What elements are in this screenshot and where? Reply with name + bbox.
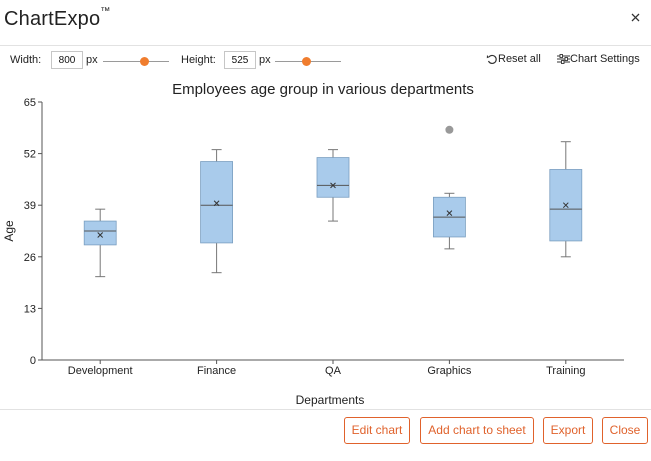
box-development xyxy=(83,208,117,278)
reset-icon xyxy=(486,53,498,65)
x-tick-label: Development xyxy=(68,365,133,377)
chart-settings-label: Chart Settings xyxy=(570,53,640,65)
box-plot-chart: Employees age group in various departmen… xyxy=(2,81,624,407)
box-training xyxy=(549,141,583,258)
box-graphics xyxy=(432,125,466,250)
mean-marker xyxy=(562,202,569,209)
y-tick-label: 39 xyxy=(24,200,36,212)
edit-chart-button[interactable]: Edit chart xyxy=(344,417,410,444)
size-toolbar: Width: px Height: px Reset all Chart Set… xyxy=(0,49,651,73)
mean-marker xyxy=(446,210,453,216)
height-unit: px xyxy=(259,54,271,66)
close-icon[interactable] xyxy=(628,10,644,26)
header-divider xyxy=(0,45,651,46)
height-slider-thumb[interactable] xyxy=(302,57,311,66)
mean-marker xyxy=(97,232,104,238)
y-tick-label: 0 xyxy=(30,355,36,367)
settings-sliders-icon xyxy=(557,53,570,65)
height-label: Height: xyxy=(181,54,216,66)
y-tick-label: 13 xyxy=(24,303,36,315)
x-tick-label: QA xyxy=(325,365,342,377)
iqr-box xyxy=(200,161,234,244)
close-button[interactable]: Close xyxy=(602,417,648,444)
title-bar: ChartExpo™ xyxy=(0,0,651,42)
height-input[interactable] xyxy=(224,51,256,69)
x-tick-label: Training xyxy=(546,365,585,377)
x-axis-label: Departments xyxy=(296,393,365,407)
mean-marker xyxy=(213,200,220,207)
y-tick-label: 65 xyxy=(24,97,36,109)
reset-all-label: Reset all xyxy=(498,53,541,65)
add-chart-to-sheet-button[interactable]: Add chart to sheet xyxy=(420,417,534,444)
width-input[interactable] xyxy=(51,51,83,69)
outlier-point xyxy=(445,125,454,134)
chart-area: Employees age group in various departmen… xyxy=(0,74,651,410)
axes: 0 13 26 39 52 65 Development Finance QA Graphics T… xyxy=(24,97,624,377)
width-unit: px xyxy=(86,54,98,66)
x-tick-label: Finance xyxy=(197,365,236,377)
chart-settings-button[interactable]: Chart Settings xyxy=(557,53,640,65)
boxes xyxy=(83,125,583,278)
width-slider-track[interactable] xyxy=(103,61,169,62)
width-slider-thumb[interactable] xyxy=(140,57,149,66)
y-tick-label: 52 xyxy=(24,149,36,161)
reset-all-button[interactable]: Reset all xyxy=(486,53,541,65)
width-label: Width: xyxy=(10,54,42,66)
app-title: ChartExpo™ xyxy=(4,6,111,31)
footer-divider xyxy=(0,409,651,410)
export-button[interactable]: Export xyxy=(543,417,593,444)
iqr-box xyxy=(316,157,350,198)
y-tick-label: 26 xyxy=(24,252,36,264)
mean-marker xyxy=(330,182,336,189)
app-name: ChartExpo xyxy=(4,8,101,30)
chart-title: Employees age group in various departmen… xyxy=(172,81,474,98)
box-qa xyxy=(316,149,350,222)
x-tick-label: Graphics xyxy=(427,365,472,377)
trademark: ™ xyxy=(100,6,111,17)
iqr-box xyxy=(83,220,117,246)
y-axis-label: Age xyxy=(2,220,16,242)
box-finance xyxy=(200,149,234,274)
